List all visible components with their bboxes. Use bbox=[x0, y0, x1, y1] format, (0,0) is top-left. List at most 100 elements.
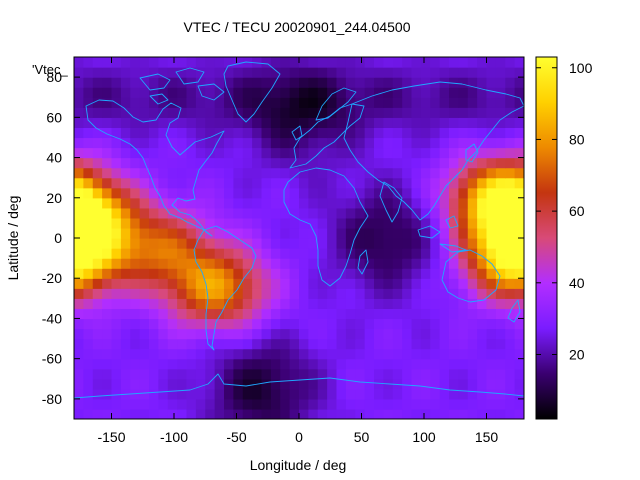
heatmap-cell bbox=[224, 167, 234, 179]
heatmap-cell bbox=[252, 268, 263, 279]
heatmap-cell bbox=[102, 67, 113, 78]
heatmap-cell bbox=[308, 177, 319, 189]
heatmap-cell bbox=[242, 308, 253, 320]
heatmap-cell bbox=[317, 217, 328, 229]
heatmap-cell bbox=[317, 87, 328, 98]
heatmap-cell bbox=[505, 87, 516, 98]
colorbar-tick-label: 80 bbox=[569, 131, 585, 147]
heatmap-cell bbox=[177, 227, 188, 239]
heatmap-cell bbox=[420, 248, 431, 259]
heatmap-cell bbox=[149, 318, 159, 330]
heatmap-cell bbox=[430, 288, 441, 299]
heatmap-cell bbox=[420, 258, 431, 269]
heatmap-cell bbox=[327, 77, 338, 88]
heatmap-cell bbox=[514, 227, 524, 239]
heatmap-cell bbox=[495, 107, 506, 118]
heatmap-cell bbox=[102, 197, 113, 209]
heatmap-cell bbox=[252, 368, 263, 380]
heatmap-cell bbox=[92, 157, 103, 169]
heatmap-cell bbox=[224, 77, 234, 88]
heatmap-cell bbox=[252, 398, 263, 410]
heatmap-cell bbox=[158, 107, 169, 118]
heatmap-cell bbox=[120, 127, 131, 139]
heatmap-cell bbox=[195, 117, 206, 128]
heatmap-cell bbox=[280, 77, 291, 88]
heatmap-cell bbox=[102, 177, 113, 189]
heatmap-cell bbox=[280, 97, 291, 108]
heatmap-cell bbox=[392, 67, 403, 78]
heatmap-cell bbox=[74, 147, 84, 159]
heatmap-cell bbox=[411, 67, 422, 78]
heatmap-cell bbox=[102, 97, 113, 108]
heatmap-cell bbox=[252, 358, 263, 370]
heatmap-cell bbox=[158, 328, 169, 340]
heatmap-cell bbox=[195, 127, 206, 139]
heatmap-cell bbox=[505, 358, 516, 370]
heatmap-cell bbox=[289, 57, 300, 68]
heatmap-cell bbox=[158, 167, 169, 179]
heatmap-cell bbox=[102, 318, 113, 330]
heatmap-cell bbox=[83, 258, 94, 269]
heatmap-cell bbox=[299, 398, 309, 410]
heatmap-cell bbox=[514, 57, 524, 68]
heatmap-cell bbox=[83, 278, 94, 289]
heatmap-cell bbox=[214, 368, 225, 380]
heatmap-cell bbox=[486, 167, 497, 179]
heatmap-cell bbox=[299, 388, 309, 400]
colorbar-tick-label: 40 bbox=[569, 275, 585, 291]
heatmap-cell bbox=[252, 388, 263, 400]
heatmap-cell bbox=[224, 388, 234, 400]
y-tick-label: 40 bbox=[46, 150, 62, 166]
heatmap-cell bbox=[111, 258, 122, 269]
heatmap-cell bbox=[261, 117, 272, 128]
heatmap-cell bbox=[130, 207, 141, 219]
heatmap-cell bbox=[280, 398, 291, 410]
heatmap-cell bbox=[308, 358, 319, 370]
heatmap-cell bbox=[224, 408, 234, 419]
heatmap-cell bbox=[195, 308, 206, 320]
heatmap-cell bbox=[495, 288, 506, 299]
heatmap-cell bbox=[270, 368, 281, 380]
heatmap-cell bbox=[402, 127, 413, 139]
heatmap-cell bbox=[83, 298, 94, 309]
heatmap-cell bbox=[439, 207, 450, 219]
heatmap-cell bbox=[252, 227, 263, 239]
heatmap-cell bbox=[308, 107, 319, 118]
heatmap-cell bbox=[111, 408, 122, 419]
heatmap-cell bbox=[214, 207, 225, 219]
heatmap-cell bbox=[120, 167, 131, 179]
heatmap-cell bbox=[411, 117, 422, 128]
heatmap-cell bbox=[430, 207, 441, 219]
heatmap-cell bbox=[458, 117, 469, 128]
heatmap-cell bbox=[280, 187, 291, 199]
heatmap-cell bbox=[224, 117, 234, 128]
heatmap-cell bbox=[158, 238, 169, 249]
heatmap-cell bbox=[224, 238, 234, 249]
heatmap-cell bbox=[495, 117, 506, 128]
heatmap-cell bbox=[449, 398, 459, 410]
heatmap-cell bbox=[477, 368, 488, 380]
heatmap-cell bbox=[177, 127, 188, 139]
heatmap-cell bbox=[139, 318, 150, 330]
heatmap-cell bbox=[195, 268, 206, 279]
heatmap-cell bbox=[205, 248, 216, 259]
heatmap-cell bbox=[308, 217, 319, 229]
heatmap-cell bbox=[177, 217, 188, 229]
heatmap-cell bbox=[374, 157, 384, 169]
heatmap-cell bbox=[177, 87, 188, 98]
heatmap-cell bbox=[383, 127, 394, 139]
heatmap-cell bbox=[364, 157, 375, 169]
heatmap-cell bbox=[411, 87, 422, 98]
heatmap-cell bbox=[345, 308, 356, 320]
heatmap-cell bbox=[411, 157, 422, 169]
heatmap-cell bbox=[74, 308, 84, 320]
heatmap-cell bbox=[364, 258, 375, 269]
heatmap-cell bbox=[252, 167, 263, 179]
heatmap-cell bbox=[149, 388, 159, 400]
heatmap-cell bbox=[317, 67, 328, 78]
heatmap-cell bbox=[270, 318, 281, 330]
heatmap-cell bbox=[458, 358, 469, 370]
heatmap-cell bbox=[355, 217, 366, 229]
heatmap-cell bbox=[420, 197, 431, 209]
heatmap-cell bbox=[252, 288, 263, 299]
